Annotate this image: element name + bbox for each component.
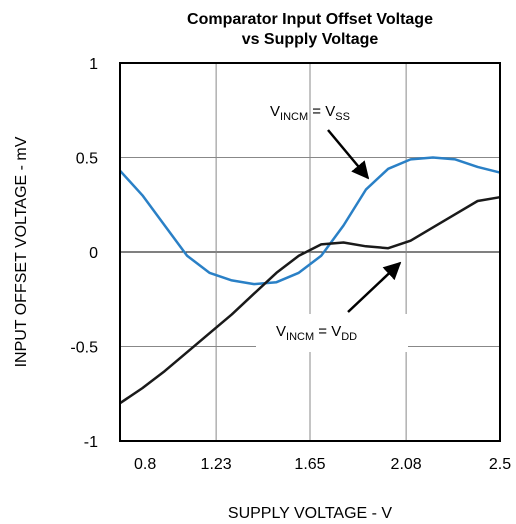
y-axis-label: INPUT OFFSET VOLTAGE - mV (13, 136, 30, 367)
arrow (327, 129, 370, 180)
y-tick-label: 0 (89, 245, 98, 262)
chart-title: vs Supply Voltage (242, 31, 379, 48)
y-tick-label: 0.5 (76, 151, 98, 168)
series-line (119, 156, 501, 286)
arrow (347, 261, 402, 313)
annotation: VINCM = VDD (276, 323, 357, 343)
y-tick-label: -0.5 (70, 340, 98, 357)
y-tick-label: 1 (89, 56, 98, 73)
annotation: VINCM = VSS (270, 103, 350, 123)
annotation-box (256, 314, 408, 352)
plot-frame (119, 62, 501, 442)
x-tick-label: 2.5 (489, 456, 511, 473)
y-tick-label: -1 (84, 434, 98, 451)
x-tick-label: 1.23 (201, 456, 232, 473)
x-axis-label: SUPPLY VOLTAGE - V (228, 505, 393, 522)
x-tick-label: 1.65 (294, 456, 325, 473)
plot-area: -1 -0.5 0 0.5 1 0.8 1.23 1.65 2.08 2.5 (70, 56, 511, 473)
chart-title: Comparator Input Offset Voltage (187, 11, 433, 28)
x-tick-label: 2.08 (391, 456, 422, 473)
x-tick-label: 0.8 (134, 456, 156, 473)
series-line (119, 195, 501, 405)
annotations: VINCM = VSS VINCM = VDD (256, 103, 408, 352)
